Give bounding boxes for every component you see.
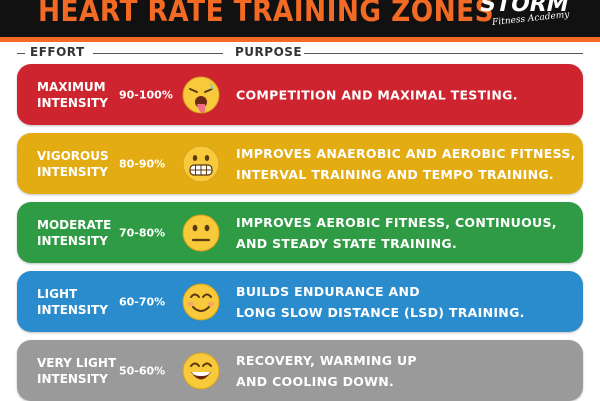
zone-range: 80-90% (119, 157, 166, 170)
zone-row-light: LIGHT INTENSITY 60-70% BUILDS ENDURANCE … (17, 271, 583, 332)
effort-line-1: MODERATE (37, 217, 112, 232)
zone-row-very-light: VERY LIGHT INTENSITY 50-60% RECOVERY, WA… (17, 340, 583, 401)
zone-effort-label: LIGHT INTENSITY (37, 286, 127, 318)
purpose-line-1: COMPETITION AND MAXIMAL TESTING. (236, 87, 518, 102)
effort-line-1: VIGOROUS (37, 148, 109, 163)
header-bar: HEART RATE TRAINING ZONES STORM Fitness … (0, 0, 600, 37)
zone-row-moderate: MODERATE INTENSITY 70-80% IMPROVES AEROB… (17, 202, 583, 263)
zone-purpose: BUILDS ENDURANCE AND LONG SLOW DISTANCE … (236, 281, 525, 323)
zone-effort-label: MAXIMUM INTENSITY (37, 79, 127, 111)
zone-row-maximum: MAXIMUM INTENSITY 90-100% COMPETITION AN… (17, 64, 583, 125)
smiling-face-icon (182, 283, 220, 320)
zone-range: 60-70% (119, 295, 166, 308)
purpose-line-1: IMPROVES AEROBIC FITNESS, CONTINUOUS, (236, 214, 557, 230)
purpose-line-2: LONG SLOW DISTANCE (LSD) TRAINING. (236, 304, 525, 320)
purpose-line-1: RECOVERY, WARMING UP (236, 352, 417, 368)
purpose-line-1: IMPROVES ANAEROBIC AND AEROBIC FITNESS, (236, 145, 576, 161)
zone-purpose: IMPROVES AEROBIC FITNESS, CONTINUOUS, AN… (236, 212, 557, 254)
neutral-face-icon (182, 214, 220, 251)
zone-range: 70-80% (119, 226, 166, 239)
effort-divider-left (17, 53, 25, 54)
grinning-face-icon (182, 352, 220, 389)
effort-divider-right (93, 53, 223, 54)
purpose-line-2: INTERVAL TRAINING AND TEMPO TRAINING. (236, 166, 554, 182)
zone-effort-label: VERY LIGHT INTENSITY (37, 355, 127, 387)
purpose-divider-right (304, 53, 583, 54)
zone-range: 50-60% (119, 364, 166, 377)
zone-effort-label: MODERATE INTENSITY (37, 217, 127, 249)
effort-line-2: INTENSITY (37, 302, 108, 317)
zone-effort-label: VIGOROUS INTENSITY (37, 148, 127, 180)
grimacing-face-icon (182, 145, 220, 182)
brand-logo: STORM Fitness Academy (470, 0, 590, 37)
header-accent-bar (0, 37, 600, 42)
exhausted-face-icon (182, 76, 220, 113)
effort-line-2: INTENSITY (37, 164, 108, 179)
purpose-line-2: AND COOLING DOWN. (236, 373, 395, 389)
effort-line-2: INTENSITY (37, 95, 108, 110)
purpose-column-header: PURPOSE (235, 45, 303, 59)
zone-purpose: IMPROVES ANAEROBIC AND AEROBIC FITNESS, … (236, 143, 576, 185)
effort-column-header: EFFORT (30, 45, 85, 59)
effort-line-1: MAXIMUM (37, 79, 106, 94)
zone-range: 90-100% (119, 88, 173, 101)
zone-purpose: COMPETITION AND MAXIMAL TESTING. (236, 84, 518, 105)
effort-line-1: VERY LIGHT (37, 355, 117, 370)
zone-purpose: RECOVERY, WARMING UP AND COOLING DOWN. (236, 350, 417, 392)
purpose-line-2: AND STEADY STATE TRAINING. (236, 235, 458, 251)
zone-row-vigorous: VIGOROUS INTENSITY 80-90% IMPROVES ANAER… (17, 133, 583, 194)
page-title: HEART RATE TRAINING ZONES (38, 0, 495, 29)
effort-line-2: INTENSITY (37, 233, 108, 248)
effort-line-2: INTENSITY (37, 371, 108, 386)
effort-line-1: LIGHT (37, 286, 78, 301)
purpose-line-1: BUILDS ENDURANCE AND (236, 283, 420, 299)
